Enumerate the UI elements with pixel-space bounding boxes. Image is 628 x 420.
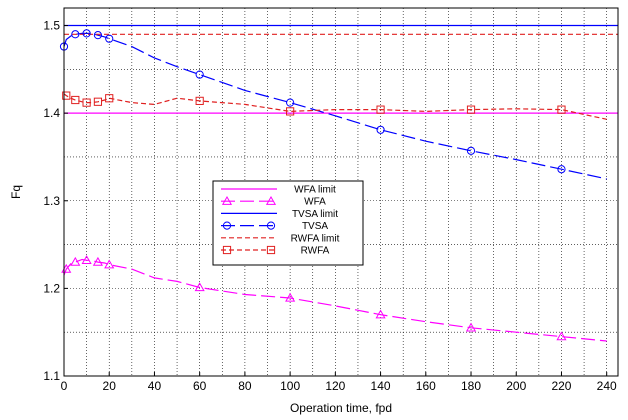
x-tick-label: 100 (280, 379, 300, 393)
x-tick-label: 140 (371, 379, 391, 393)
data-point-wfa (92, 256, 103, 266)
x-tick-label: 60 (193, 379, 207, 393)
legend-marker-tvsa (222, 221, 232, 230)
y-tick-label: 1.5 (43, 19, 60, 33)
x-tick-label: 20 (103, 379, 117, 393)
data-point-wfa (285, 292, 296, 302)
ticks: 0 20 40 60 80 100 120 140 160 180 200 220 240 1.1 1.2 1… (43, 19, 617, 393)
series-line-wfa (63, 258, 607, 342)
y-tick-label: 1.2 (43, 281, 60, 295)
grid (64, 8, 618, 376)
data-point-tvsa (82, 29, 91, 38)
legend-marker-tvsa (266, 221, 276, 230)
data-point-rwfa (376, 105, 385, 114)
data-point-rwfa (466, 105, 476, 114)
data-point-tvsa (71, 30, 80, 39)
x-tick-label: 220 (551, 379, 571, 393)
data-point-tvsa (557, 165, 566, 174)
data-point-rwfa (195, 96, 204, 105)
data-point-tvsa (466, 146, 476, 155)
data-point-rwfa (93, 97, 103, 106)
legend-label-wfa-limit: WFA limit (294, 185, 336, 196)
data-point-rwfa (557, 105, 566, 114)
x-tick-label: 40 (148, 379, 162, 393)
data-point-rwfa (71, 95, 80, 105)
legend-label-rwfa: RWFA (301, 246, 330, 257)
plot-frame (63, 7, 619, 377)
marker-layer (59, 29, 567, 341)
legend-box (212, 180, 364, 266)
data-point-tvsa (93, 31, 103, 40)
y-tick-label: 1.4 (43, 106, 60, 120)
data-point-wfa (465, 322, 477, 332)
legend-marker-wfa (221, 195, 233, 205)
legend-label-tvsa: TVSA (302, 221, 328, 232)
x-tick-label: 160 (416, 379, 436, 393)
x-tick-label: 120 (325, 379, 345, 393)
data-point-wfa (194, 282, 205, 292)
x-axis-label: Operation time, fpd (290, 401, 392, 415)
data-point-tvsa (195, 70, 204, 79)
data-point-wfa (81, 255, 92, 264)
series-line-tvsa (63, 32, 607, 180)
legend-marker-rwfa (222, 245, 232, 255)
x-tick-label: 180 (461, 379, 481, 393)
data-point-tvsa (286, 98, 295, 107)
data-point-rwfa (105, 94, 114, 103)
y-axis-label: Fq (9, 185, 23, 199)
data-point-wfa (556, 331, 567, 341)
y-tick-label: 1.1 (43, 369, 60, 383)
data-point-rwfa (286, 107, 295, 116)
x-tick-label: 200 (506, 379, 526, 393)
data-point-tvsa (105, 34, 114, 43)
data-point-rwfa (62, 91, 71, 100)
legend-label-wfa: WFA (304, 197, 326, 208)
y-tick-label: 1.3 (43, 194, 60, 208)
data-point-wfa (70, 256, 81, 266)
data-point-wfa (375, 309, 386, 319)
series-layer (63, 24, 618, 342)
legend-label-tvsa-limit: TVSA limit (292, 209, 338, 220)
legend-marker-wfa (265, 195, 277, 205)
data-point-tvsa (376, 125, 385, 134)
x-tick-label: 0 (61, 379, 68, 393)
legend-label-rwfa-limit: RWFA limit (291, 233, 340, 244)
legend-marker-rwfa (266, 245, 276, 255)
x-tick-label: 80 (238, 379, 252, 393)
x-tick-label: 240 (597, 379, 617, 393)
data-point-wfa (104, 259, 115, 269)
series-line-rwfa (63, 93, 607, 120)
data-point-rwfa (82, 98, 91, 107)
